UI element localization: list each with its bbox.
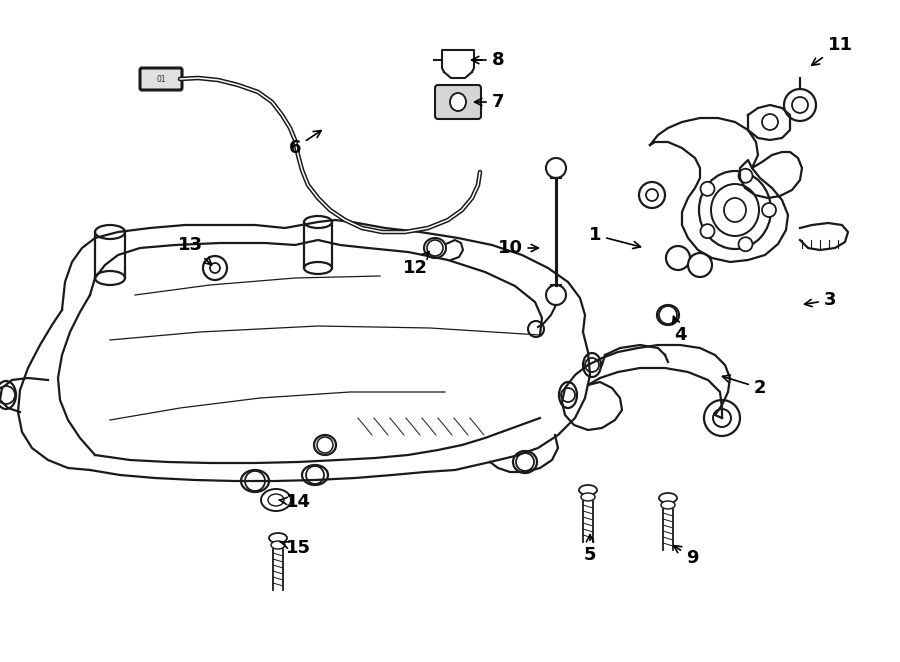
Ellipse shape <box>661 501 675 509</box>
Ellipse shape <box>314 435 336 455</box>
Text: 4: 4 <box>672 316 686 344</box>
Text: 9: 9 <box>674 545 698 567</box>
Text: 1: 1 <box>589 226 641 248</box>
Circle shape <box>792 97 808 113</box>
Ellipse shape <box>581 493 595 501</box>
Text: 10: 10 <box>498 239 538 257</box>
Text: 12: 12 <box>402 252 429 277</box>
Ellipse shape <box>261 489 291 511</box>
Circle shape <box>0 386 15 404</box>
Circle shape <box>639 182 665 208</box>
Ellipse shape <box>269 533 287 543</box>
Ellipse shape <box>0 381 16 409</box>
Circle shape <box>762 114 778 130</box>
Ellipse shape <box>302 465 328 485</box>
Text: 15: 15 <box>280 539 310 557</box>
Circle shape <box>245 471 265 491</box>
Ellipse shape <box>271 541 285 549</box>
FancyBboxPatch shape <box>435 85 481 119</box>
Circle shape <box>659 306 677 324</box>
Ellipse shape <box>559 382 577 408</box>
Circle shape <box>528 321 544 337</box>
Text: 11: 11 <box>812 36 852 66</box>
Ellipse shape <box>711 184 759 236</box>
Ellipse shape <box>450 93 466 111</box>
Circle shape <box>306 466 324 484</box>
Circle shape <box>713 409 731 427</box>
Ellipse shape <box>579 485 597 495</box>
Circle shape <box>546 158 566 178</box>
Ellipse shape <box>241 470 269 492</box>
Ellipse shape <box>724 198 746 222</box>
Circle shape <box>688 253 712 277</box>
Text: 2: 2 <box>723 375 766 397</box>
Circle shape <box>516 453 534 471</box>
Ellipse shape <box>304 262 332 274</box>
Circle shape <box>784 89 816 121</box>
Text: 01: 01 <box>157 75 166 83</box>
Text: 8: 8 <box>472 51 504 69</box>
Text: 3: 3 <box>805 291 836 309</box>
Circle shape <box>704 400 740 436</box>
Ellipse shape <box>424 238 446 258</box>
Circle shape <box>739 169 752 183</box>
Circle shape <box>210 263 220 273</box>
Circle shape <box>561 388 575 402</box>
Circle shape <box>700 182 715 196</box>
Ellipse shape <box>95 225 125 239</box>
Circle shape <box>317 437 333 453</box>
Ellipse shape <box>95 271 125 285</box>
Ellipse shape <box>268 494 284 506</box>
Text: 6: 6 <box>289 130 321 157</box>
Circle shape <box>739 237 752 252</box>
Circle shape <box>585 358 599 372</box>
Circle shape <box>700 224 715 238</box>
Ellipse shape <box>699 171 771 249</box>
Ellipse shape <box>304 216 332 228</box>
Circle shape <box>427 240 443 256</box>
Text: 13: 13 <box>177 236 212 265</box>
Circle shape <box>203 256 227 280</box>
FancyBboxPatch shape <box>140 68 182 90</box>
Circle shape <box>666 246 690 270</box>
Text: 7: 7 <box>474 93 504 111</box>
Text: 14: 14 <box>279 493 310 511</box>
Ellipse shape <box>583 353 601 377</box>
Circle shape <box>546 285 566 305</box>
Text: 5: 5 <box>584 535 596 564</box>
Circle shape <box>762 203 776 217</box>
Ellipse shape <box>513 451 537 473</box>
Circle shape <box>646 189 658 201</box>
Ellipse shape <box>659 493 677 503</box>
Ellipse shape <box>657 305 679 325</box>
